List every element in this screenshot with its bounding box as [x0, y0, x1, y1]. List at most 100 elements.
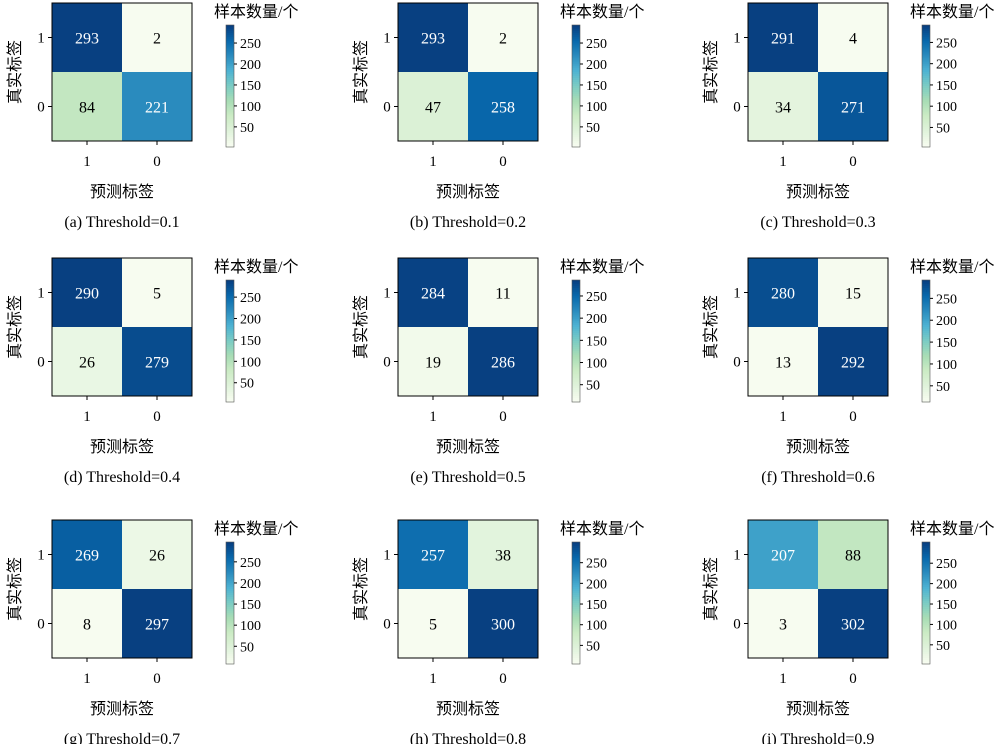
- y-tick-label: 0: [383, 100, 391, 116]
- colorbar-segment: [922, 326, 930, 330]
- colorbar-tick-label: 100: [936, 358, 957, 373]
- colorbar-segment: [922, 102, 930, 105]
- colorbar-segment: [922, 391, 930, 395]
- colorbar-segment: [226, 586, 234, 590]
- x-axis-label: 预测标签: [90, 183, 154, 201]
- colorbar-segment: [226, 126, 234, 130]
- colorbar-segment: [922, 320, 930, 324]
- colorbar-segment: [226, 600, 234, 604]
- matrix-cell: [748, 327, 818, 396]
- colorbar-tick-label: 150: [586, 79, 607, 94]
- colorbar-segment: [226, 647, 234, 651]
- colorbar-segment: [572, 284, 580, 287]
- y-tick-label: 1: [733, 31, 741, 47]
- colorbar-segment: [226, 558, 234, 561]
- colorbar-frame: [225, 24, 235, 148]
- colorbar-segment: [572, 633, 580, 637]
- colorbar-segment: [572, 338, 580, 342]
- colorbar-segment: [226, 312, 234, 316]
- matrix-cell: [818, 520, 888, 589]
- colorbar-tick-label: 250: [240, 291, 261, 306]
- colorbar-segment: [226, 65, 234, 69]
- colorbar-segment: [226, 570, 234, 574]
- colorbar-segment: [226, 310, 234, 314]
- colorbar-tick-label: 150: [240, 334, 261, 349]
- colorbar-segment: [226, 332, 234, 336]
- colorbar-segment: [226, 308, 234, 312]
- colorbar-tick-label: 250: [240, 556, 261, 571]
- colorbar-segment: [922, 345, 930, 348]
- colorbar-segment: [572, 334, 580, 338]
- colorbar-segment: [572, 592, 580, 596]
- colorbar-segment: [226, 328, 234, 332]
- colorbar-segment: [572, 25, 580, 28]
- colorbar-segment: [226, 661, 234, 665]
- colorbar-tick-label: 100: [936, 618, 957, 633]
- colorbar-segment: [922, 37, 930, 40]
- colorbar-segment: [572, 574, 580, 578]
- colorbar-segment: [572, 391, 580, 395]
- colorbar-segment: [226, 590, 234, 594]
- cell-value: 34: [775, 100, 791, 117]
- colorbar-segment: [922, 363, 930, 366]
- colorbar-segment: [922, 45, 930, 48]
- matrix-cell: [468, 520, 538, 589]
- colorbar-segment: [922, 25, 930, 28]
- colorbar-segment: [922, 47, 930, 50]
- colorbar-segment: [572, 88, 580, 91]
- colorbar-segment: [572, 336, 580, 340]
- colorbar-segment: [226, 641, 234, 645]
- colorbar-segment: [572, 653, 580, 657]
- colorbar-segment: [572, 609, 580, 612]
- y-tick-label: 1: [383, 548, 391, 564]
- colorbar-segment: [226, 73, 234, 77]
- matrix-frame: [397, 257, 539, 397]
- colorbar-segment: [572, 639, 580, 643]
- colorbar-segment: [572, 383, 580, 387]
- y-tick-label: 0: [383, 617, 391, 633]
- colorbar-segment: [226, 144, 234, 148]
- colorbar-segment: [922, 373, 930, 377]
- colorbar-segment: [922, 590, 930, 594]
- colorbar-segment: [922, 122, 930, 126]
- colorbar-segment: [226, 63, 234, 67]
- colorbar-segment: [572, 605, 580, 608]
- colorbar-segment: [922, 349, 930, 352]
- colorbar-segment: [572, 43, 580, 46]
- matrix-cell: [468, 589, 538, 658]
- colorbar-segment: [226, 373, 234, 377]
- colorbar-segment: [226, 33, 234, 36]
- colorbar-tick-label: 250: [586, 37, 607, 52]
- colorbar-segment: [226, 619, 234, 622]
- colorbar-segment: [572, 659, 580, 663]
- colorbar-segment: [226, 59, 234, 63]
- colorbar-segment: [922, 33, 930, 36]
- colorbar-segment: [572, 322, 580, 326]
- colorbar-frame: [921, 279, 931, 403]
- colorbar-segment: [572, 661, 580, 665]
- colorbar-segment: [226, 100, 234, 103]
- colorbar-segment: [226, 611, 234, 614]
- colorbar-segment: [922, 365, 930, 369]
- subplot-caption: (h) Threshold=0.8: [410, 731, 526, 744]
- colorbar-segment: [572, 61, 580, 65]
- colorbar-segment: [572, 353, 580, 356]
- colorbar-tick-label: 200: [240, 577, 261, 592]
- cell-value: 221: [145, 100, 169, 117]
- colorbar-segment: [572, 134, 580, 138]
- colorbar-tick-label: 100: [240, 355, 261, 370]
- subplot-caption: (a) Threshold=0.1: [64, 214, 179, 231]
- colorbar-segment: [572, 112, 580, 116]
- colorbar-segment: [922, 592, 930, 596]
- colorbar-tick-label: 200: [240, 313, 261, 328]
- colorbar-segment: [572, 39, 580, 42]
- confusion-matrix-panel: 269 26 8 297 1 0 1 0 预测标签 真实标签 (g) Threshold=0.7 50…: [6, 519, 298, 744]
- colorbar-segment: [922, 51, 930, 55]
- colorbar-segment: [572, 596, 580, 600]
- colorbar-segment: [572, 580, 580, 584]
- colorbar-segment: [922, 617, 930, 620]
- colorbar-segment: [922, 63, 930, 67]
- colorbar-segment: [572, 548, 580, 551]
- colorbar-segment: [572, 399, 580, 403]
- colorbar-segment: [226, 49, 234, 53]
